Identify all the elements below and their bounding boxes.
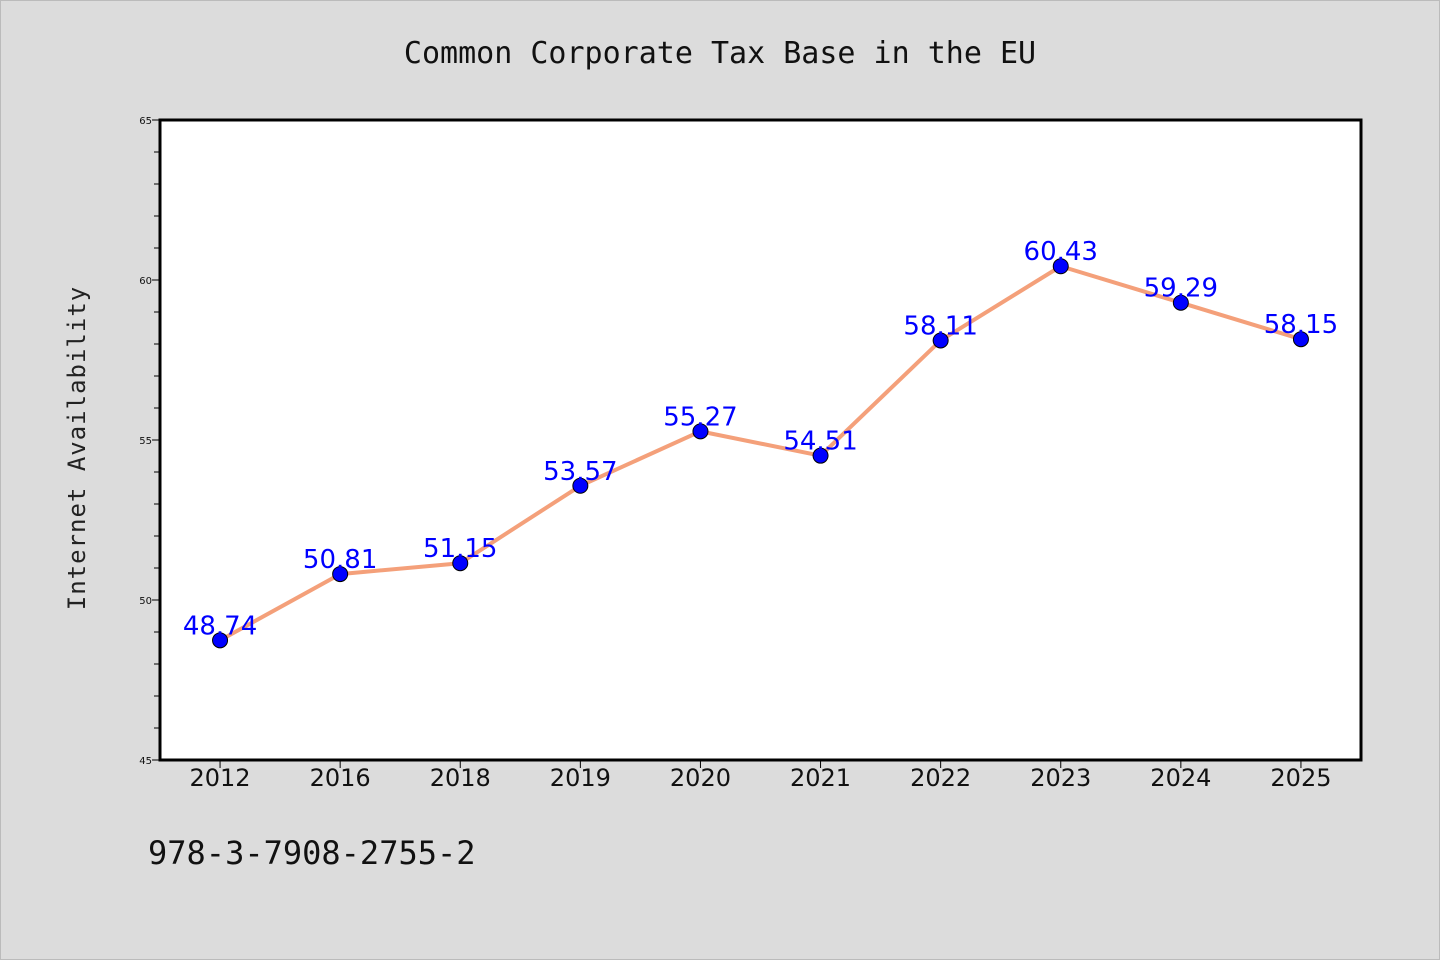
data-labels: 48.74 50.81 51.15 53.57 55.27 54.51 58.11 60.43…: [183, 237, 1338, 641]
plot-area: [160, 120, 1361, 760]
x-tick-label: 2018: [430, 764, 491, 792]
y-tick-label: 45: [139, 756, 152, 767]
x-axis: 2012 2016 2018 2019 2020 2021 2022 2023 2024 2025: [190, 760, 1331, 792]
footer-identifier: 978-3-7908-2755-2: [148, 834, 476, 872]
data-point: [332, 566, 349, 583]
data-label: 51.15: [423, 534, 497, 564]
x-tick-label: 2012: [190, 764, 251, 792]
data-label: 50.81: [303, 545, 377, 575]
data-point: [1292, 331, 1309, 348]
data-point: [452, 555, 469, 572]
data-point: [1172, 294, 1189, 311]
data-label: 58.11: [903, 311, 977, 341]
data-label: 54.51: [783, 427, 857, 457]
data-point: [812, 447, 829, 464]
x-tick-label: 2019: [550, 764, 611, 792]
y-axis: 45 50 55 60 65: [139, 116, 160, 767]
series-group: [212, 258, 1309, 649]
x-tick-label: 2016: [310, 764, 371, 792]
y-tick-label: 65: [139, 116, 152, 127]
y-axis-label: Internet Availability: [63, 286, 91, 610]
x-tick-label: 2021: [790, 764, 851, 792]
y-tick-label: 60: [139, 276, 152, 287]
data-point: [572, 477, 589, 494]
x-tick-label: 2025: [1270, 764, 1331, 792]
data-point: [1052, 258, 1069, 275]
data-label: 53.57: [543, 457, 617, 487]
data-label: 60.43: [1024, 237, 1098, 267]
data-point: [932, 332, 949, 349]
chart-title: Common Corporate Tax Base in the EU: [404, 36, 1036, 71]
data-point: [212, 632, 229, 649]
x-tick-label: 2020: [670, 764, 731, 792]
x-tick-label: 2023: [1030, 764, 1091, 792]
y-tick-label: 55: [139, 436, 152, 447]
data-label: 48.74: [183, 611, 257, 641]
y-tick-label: 50: [139, 596, 152, 607]
data-label: 59.29: [1144, 274, 1218, 304]
data-label: 55.27: [663, 402, 737, 432]
x-tick-label: 2022: [910, 764, 971, 792]
data-point: [692, 423, 709, 440]
x-tick-label: 2024: [1150, 764, 1211, 792]
data-label: 58.15: [1264, 310, 1338, 340]
series-line: [218, 264, 1303, 643]
plot-frame: [158, 118, 1363, 762]
